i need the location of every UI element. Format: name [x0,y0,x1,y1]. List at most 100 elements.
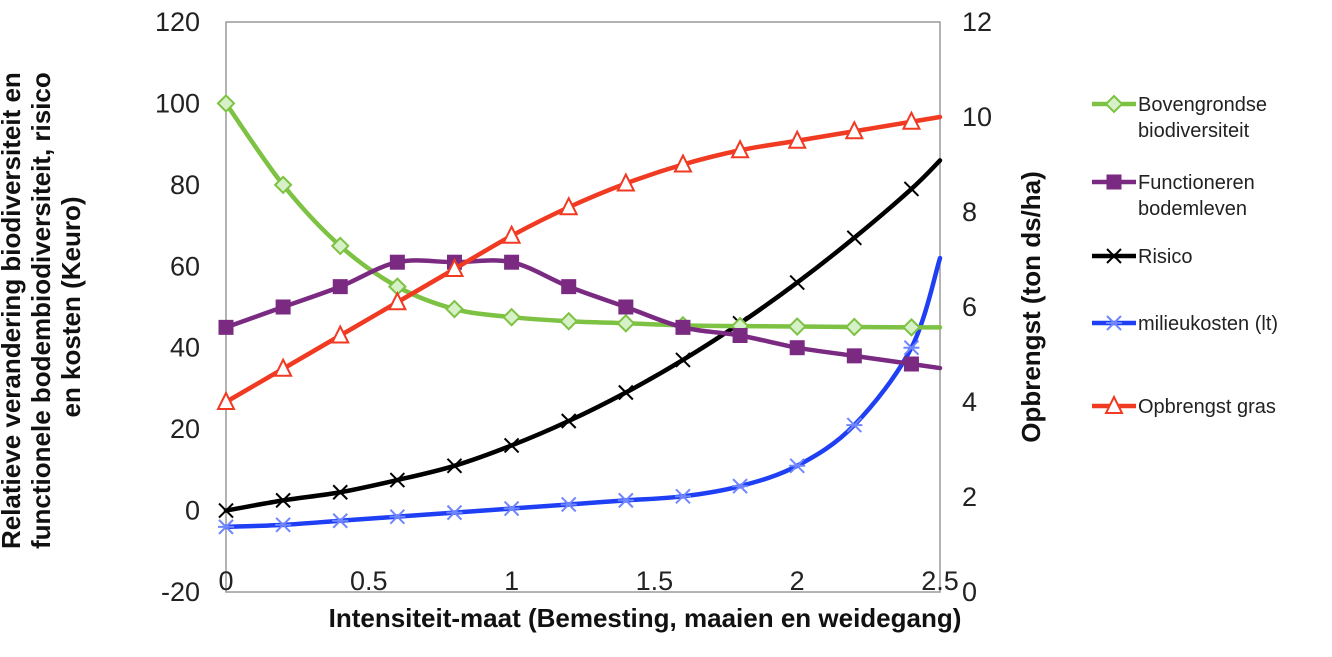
x-tick-label: 0 [218,566,233,596]
legend-item-milieukosten-lt: milieukosten (lt) [1092,313,1278,335]
data-point-milieukosten-lt [446,504,463,521]
series-milieukosten-lt [218,255,943,535]
data-point-functioneren-bodemleven [332,279,348,295]
data-point-opbrengst-gras [387,291,407,311]
legend-label: Functioneren bodemleven [1138,172,1255,220]
data-point-bovengrondse-biodiversiteit [330,236,350,256]
y-left-tick-label: 20 [170,414,200,444]
data-point-milieukosten-lt [389,508,406,525]
data-point-opbrengst-gras [559,196,579,216]
data-point-opbrengst-gras [673,153,693,173]
data-point-bovengrondse-biodiversiteit [216,94,236,113]
y-right-tick-label: 0 [962,577,977,607]
data-point-risico [789,274,805,291]
data-point-functioneren-bodemleven [618,299,634,315]
legend-marker [1106,174,1122,190]
data-point-functioneren-bodemleven [504,254,520,270]
series-functioneren-bodemleven [218,254,943,372]
legend-item-bovengrondse-biodiversiteit: Bovengrondse biodiversiteit [1092,94,1267,142]
data-point-bovengrondse-biodiversiteit [787,317,807,336]
legend-label: Risico [1138,246,1192,268]
data-point-bovengrondse-biodiversiteit [844,317,864,337]
data-point-opbrengst-gras [330,324,350,344]
legend-item-risico: Risico [1092,246,1192,268]
series-layer [216,94,943,535]
data-point-milieukosten-lt [218,519,234,535]
data-point-functioneren-bodemleven [561,279,577,295]
data-point-opbrengst-gras [444,257,465,277]
y-left-axis-title-line-2: functionele bodembiodiversiteit, risico [26,72,56,549]
data-point-opbrengst-gras [730,139,750,159]
plot-area [225,21,941,593]
y-right-axis-title: Opbrengst (ton ds/ha) [1016,171,1046,443]
data-point-milieukosten-lt [674,488,691,505]
data-point-functioneren-bodemleven [846,348,862,364]
x-tick-label: 2.5 [921,566,959,596]
data-point-opbrengst-gras [844,120,864,140]
legend: Bovengrondse biodiversiteit Functioneren bo… [1092,94,1278,418]
y-left-tick-label: 40 [170,333,200,363]
x-tick-label: 1.5 [636,566,674,596]
series-opbrengst-gras [216,110,943,410]
data-point-bovengrondse-biodiversiteit [902,317,921,337]
y-right-tick-label: 10 [962,102,992,132]
y-left-tick-labels: -20 0 20 40 60 80 100 120 [155,7,200,607]
data-point-risico [446,458,463,474]
data-point-milieukosten-lt [903,340,920,356]
x-tick-labels: 0 0.5 1 1.5 2 2.5 [218,566,958,596]
data-point-risico [218,502,234,519]
data-point-functioneren-bodemleven [275,299,291,315]
data-point-milieukosten-lt [332,513,349,529]
data-point-milieukosten-lt [617,492,634,509]
data-point-risico [846,230,863,246]
series-bovengrondse-biodiversiteit [216,94,943,337]
data-point-opbrengst-gras [501,224,522,244]
data-point-bovengrondse-biodiversiteit [559,311,579,331]
x-tick-label: 2 [790,566,805,596]
legend-item-functioneren-bodemleven: Functioneren bodemleven [1092,172,1255,220]
y-left-tick-label: 60 [170,251,200,281]
data-point-risico [618,384,634,401]
data-point-opbrengst-gras [787,129,807,149]
legend-marker [1104,94,1124,114]
data-point-milieukosten-lt [275,517,292,533]
y-right-tick-label: 2 [962,482,977,512]
legend-label: milieukosten (lt) [1138,313,1278,335]
data-point-risico [903,181,920,197]
x-tick-label: 0.5 [350,566,388,596]
data-point-risico [389,472,406,488]
data-point-risico [561,413,577,429]
data-point-bovengrondse-biodiversiteit [616,313,636,333]
data-point-functioneren-bodemleven [789,340,805,356]
data-point-milieukosten-lt [846,417,863,433]
x-axis-title: Intensiteit-maat (Bemesting, maaien en w… [329,603,962,633]
y-left-tick-label: 0 [185,496,200,526]
legend-marker [1106,248,1122,264]
data-point-functioneren-bodemleven [903,356,919,372]
data-point-risico [503,437,520,454]
data-point-bovengrondse-biodiversiteit [445,299,464,319]
legend-item-opbrengst-gras: Opbrengst gras [1092,394,1276,418]
legend-label: Opbrengst gras [1138,396,1276,418]
data-point-opbrengst-gras [216,390,236,410]
y-right-tick-label: 4 [962,387,977,417]
legend-label: Bovengrondse biodiversiteit [1138,94,1267,142]
data-point-opbrengst-gras [273,357,293,377]
data-point-milieukosten-lt [789,458,806,474]
y-right-tick-labels: 0 2 4 6 8 10 12 [962,7,992,607]
data-point-milieukosten-lt [503,500,520,517]
y-left-tick-label: 120 [155,7,200,37]
y-right-tick-label: 12 [962,7,992,37]
y-left-axis-title-line-1: Relatieve verandering biodiversiteit en [0,72,26,549]
y-left-axis-title: Relatieve verandering biodiversiteit en … [0,72,86,549]
data-point-risico [275,492,291,509]
y-left-axis-title-line-3: en kosten (Keuro) [56,196,86,417]
data-point-functioneren-bodemleven [389,254,405,270]
data-point-risico [675,352,691,368]
y-left-tick-label: -20 [161,577,200,607]
data-point-functioneren-bodemleven [675,319,691,335]
y-left-tick-label: 80 [170,170,200,200]
data-point-functioneren-bodemleven [218,319,234,335]
data-point-functioneren-bodemleven [732,328,748,343]
